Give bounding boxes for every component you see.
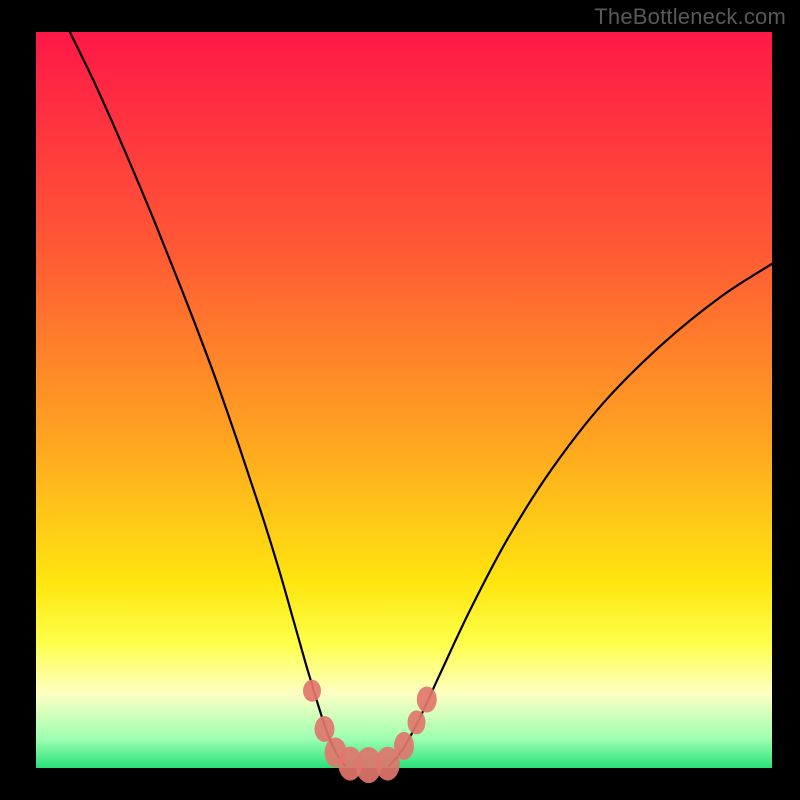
trough-marker [394,732,414,760]
trough-marker [408,710,426,734]
curve-right [389,264,772,766]
curve-left [70,32,345,766]
chart-svg-layer [0,0,800,800]
trough-marker [315,716,335,742]
trough-marker [303,680,321,702]
trough-marker [417,687,437,713]
watermark-text: TheBottleneck.com [594,4,786,30]
